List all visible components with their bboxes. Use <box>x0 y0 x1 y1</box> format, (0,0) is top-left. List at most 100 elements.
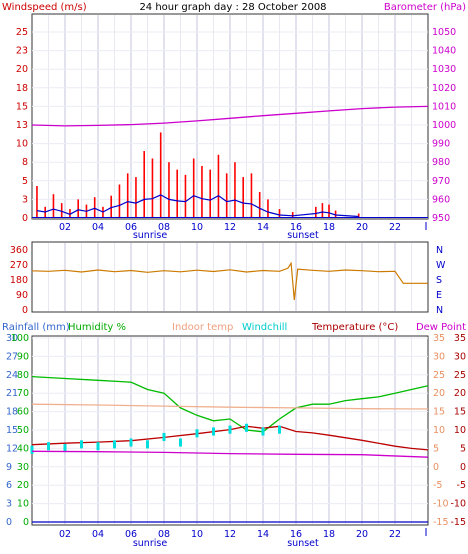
hour-tick-label-bottom: 16 <box>290 529 302 540</box>
rainfall-tick-label: 18 <box>6 407 18 418</box>
indoor-temp-legend: Indoor temp <box>172 322 233 333</box>
compass-tick-label: W <box>436 260 446 271</box>
windspeed-tick-label: 13 <box>16 120 28 131</box>
humidity-tick-label: 90 <box>17 351 29 362</box>
windspeed-tick-label: 3 <box>22 194 28 205</box>
humidity-tick-label: 70 <box>17 388 29 399</box>
wind-direction-line <box>31 261 428 301</box>
barometer-tick-label: 990 <box>432 139 450 150</box>
dewpoint-legend: Dew Point <box>416 322 466 333</box>
humidity-tick-label: 30 <box>17 462 29 473</box>
hour-tick-label: 12 <box>224 222 236 233</box>
humidity-tick-label: 50 <box>17 425 29 436</box>
barometer-line <box>31 105 429 127</box>
indoor-temp-tick-label: -10 <box>433 499 449 510</box>
chart-title: 24 hour graph day : 28 October 2008 <box>139 2 326 13</box>
barometer-tick-label: 1030 <box>432 64 456 75</box>
windspeed-tick-label: 10 <box>16 139 28 150</box>
hour-tick-label: 18 <box>323 222 335 233</box>
direction-tick-label: 270 <box>10 260 28 271</box>
direction-tick-label: 90 <box>16 290 28 301</box>
compass-tick-label: S <box>436 275 442 286</box>
hour-tick-label: 20 <box>356 222 368 233</box>
indoor-temp-tick-label: 5 <box>433 443 439 454</box>
hour-tick-label: 08 <box>158 222 170 233</box>
hour-tick-label-bottom: 18 <box>323 529 335 540</box>
temperature-legend: Temperature (°C) <box>311 322 398 333</box>
humidity-tick-label: 0 <box>23 517 29 528</box>
hour-tick-label: 04 <box>92 222 104 233</box>
barometer-tick-label: 1040 <box>432 46 456 57</box>
humidity-tick-label: 20 <box>17 480 29 491</box>
humidity-line <box>31 375 429 433</box>
direction-tick-label: 360 <box>10 245 28 256</box>
temperature-tick-label: 30 <box>454 351 466 362</box>
barometer-tick-label: 1020 <box>432 83 456 94</box>
windchill-legend: Windchill <box>242 322 287 333</box>
hour-tick-label-bottom: 04 <box>92 529 104 540</box>
hour-tick-label-bottom: 08 <box>158 529 170 540</box>
barometer-legend: Barometer (hPa) <box>384 2 466 13</box>
rainfall-tick-label: 21 <box>6 388 18 399</box>
sunset-label: sunset <box>287 230 319 241</box>
windspeed-tick-label: 8 <box>22 157 28 168</box>
hour-tick-label-bottom: 12 <box>224 529 236 540</box>
temperature-tick-label: 10 <box>454 425 466 436</box>
indoor-temp-tick-label: 20 <box>433 388 445 399</box>
humidity-tick-label: 60 <box>17 407 29 418</box>
temperature-tick-label: 0 <box>460 462 466 473</box>
direction-tick-label: 0 <box>22 305 28 316</box>
rainfall-tick-label: 12 <box>6 443 18 454</box>
barometer-tick-label: 980 <box>432 157 450 168</box>
hour-tick-label-bottom: 22 <box>389 529 401 540</box>
barometer-tick-label: 950 <box>432 213 450 224</box>
hour-tick-label-bottom: 10 <box>191 529 203 540</box>
rainfall-tick-label: 30 <box>6 333 18 344</box>
sunrise-label: sunrise <box>133 230 167 241</box>
temperature-tick-label: 5 <box>460 443 466 454</box>
rainfall-tick-label: 24 <box>6 370 18 381</box>
indoor-temp-tick-label: 25 <box>433 370 445 381</box>
rainfall-tick-label: 15 <box>6 425 18 436</box>
windspeed-legend: Windspeed (m/s) <box>2 2 87 13</box>
temperature-tick-label: 20 <box>454 388 466 399</box>
humidity-tick-label: 100 <box>11 333 29 344</box>
temperature-tick-label: -10 <box>450 499 466 510</box>
indoor-temp-tick-label: 10 <box>433 425 445 436</box>
dewpoint-line <box>31 450 429 458</box>
windspeed-tick-label: 5 <box>22 176 28 187</box>
hour-tick-label-bottom: 02 <box>59 529 71 540</box>
temperature-tick-label: 25 <box>454 370 466 381</box>
humidity-tick-label: 10 <box>17 499 29 510</box>
barometer-tick-label: 1000 <box>432 120 456 131</box>
average-wind-line <box>36 194 359 218</box>
humidity-legend: Humidity % <box>68 322 126 333</box>
rainfall-tick-label: 6 <box>6 480 12 491</box>
compass-tick-label: N <box>436 245 443 256</box>
temperature-tick-label: -15 <box>450 517 466 528</box>
rainfall-tick-label: 9 <box>6 462 12 473</box>
rainfall-legend: Rainfall (mm) <box>2 322 70 333</box>
temperature-tick-label: 15 <box>454 407 466 418</box>
windspeed-tick-label: 18 <box>16 83 28 94</box>
indoor-temp-tick-label: 30 <box>433 351 445 362</box>
compass-tick-label: E <box>436 290 442 301</box>
windspeed-tick-label: 0 <box>22 213 28 224</box>
hour-tick-label-bottom: 14 <box>257 529 269 540</box>
hour-tick-label: 14 <box>257 222 269 233</box>
indoor-temp-tick-label: 0 <box>433 462 439 473</box>
indoor-temp-tick-label: 35 <box>433 333 445 344</box>
indoor-temp-tick-label: 15 <box>433 407 445 418</box>
barometer-tick-label: 960 <box>432 194 450 205</box>
rainfall-tick-label: 27 <box>6 351 18 362</box>
temperature-tick-label: 35 <box>454 333 466 344</box>
hour-tick-label-bottom: 20 <box>356 529 368 540</box>
direction-tick-label: 180 <box>10 275 28 286</box>
rainfall-tick-label: 0 <box>6 517 12 528</box>
indoor-temp-line <box>31 403 429 410</box>
indoor-temp-tick-label: -5 <box>433 480 442 491</box>
humidity-tick-label: 80 <box>17 370 29 381</box>
sunset-label-bottom: sunset <box>287 538 319 549</box>
barometer-tick-label: 1050 <box>432 27 456 38</box>
